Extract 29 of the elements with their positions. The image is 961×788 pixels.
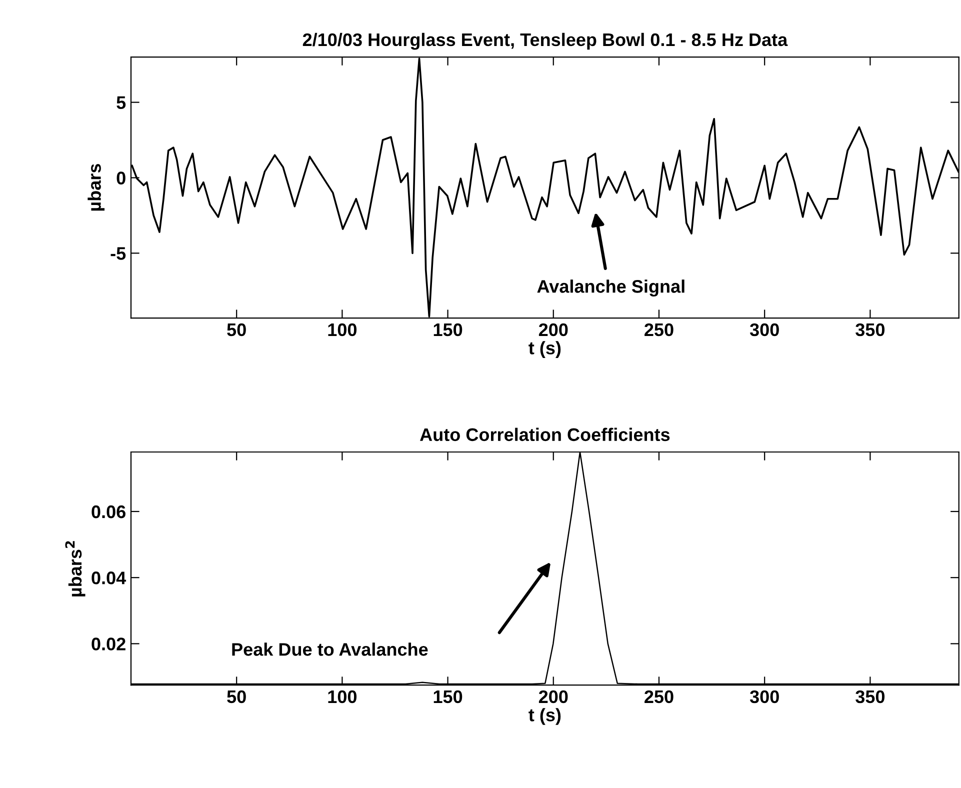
y-tick-label: 0.02 <box>92 638 126 650</box>
y-tick-label: 0.06 <box>92 505 126 518</box>
line-series <box>131 58 959 318</box>
annotation: Avalanche Signal <box>537 280 684 296</box>
x-tick-label: 200 <box>538 690 568 704</box>
y-axis-title: µbars <box>88 164 105 211</box>
x-tick-label: 200 <box>538 323 568 336</box>
y-tick-label: -5 <box>110 247 126 260</box>
y-tick-label: 0.04 <box>92 572 126 584</box>
x-tick-label: 300 <box>750 690 779 704</box>
x-tick-label: 100 <box>328 323 357 336</box>
x-tick-label: 300 <box>750 323 779 336</box>
annotation: Peak Due to Avalanche <box>232 642 428 656</box>
x-tick-label: 150 <box>434 690 462 704</box>
x-tick-label: 150 <box>434 323 462 336</box>
chart-title: Auto Correlation Coefficients <box>420 428 670 442</box>
chart-title: 2/10/03 Hourglass Event, Tensleep Bowl 0.1 - 8.5 Hz Data <box>302 32 788 50</box>
y-tick-label: 0 <box>116 172 126 184</box>
x-axis-title: t (s) <box>528 341 561 358</box>
x-tick-label: 50 <box>227 690 246 704</box>
y-tick-label: 5 <box>116 96 126 110</box>
y-axis-title: µbars$^{2}$ <box>65 541 86 596</box>
x-tick-label: 50 <box>227 323 246 336</box>
x-tick-label: 250 <box>644 323 674 336</box>
x-tick-label: 350 <box>856 323 885 336</box>
x-tick-label: 100 <box>328 690 357 704</box>
x-tick-label: 250 <box>644 690 674 704</box>
x-axis-title: t (s) <box>528 708 561 725</box>
x-tick-label: 350 <box>856 690 885 704</box>
